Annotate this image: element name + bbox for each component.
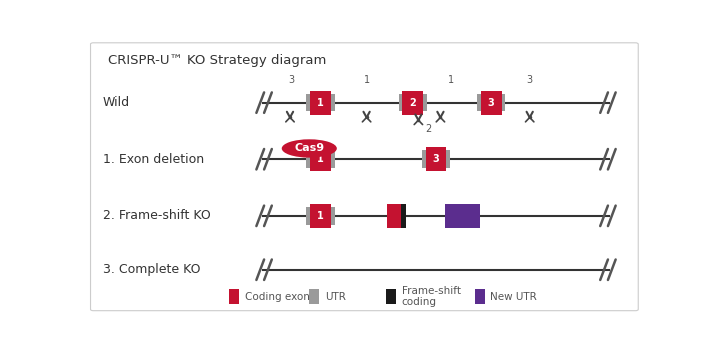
Bar [399,94,427,111]
Text: 3: 3 [433,154,439,164]
Bar [310,147,331,172]
Bar [445,204,479,228]
Text: 2. Frame-shift KO: 2. Frame-shift KO [102,209,210,222]
Text: UTR: UTR [325,292,346,302]
Text: CRISPR-U™ KO Strategy diagram: CRISPR-U™ KO Strategy diagram [108,54,326,67]
Text: 1: 1 [449,75,454,85]
Ellipse shape [282,139,337,158]
Bar [387,289,396,304]
Text: 3: 3 [527,75,533,85]
Bar [422,150,450,168]
Text: 1: 1 [363,75,370,85]
Bar [401,204,406,228]
Bar [306,207,335,225]
Bar [402,91,423,115]
Bar [306,150,335,168]
Text: 1. Exon deletion: 1. Exon deletion [102,153,204,166]
Bar [309,289,319,304]
Text: New UTR: New UTR [490,292,537,302]
Text: 3. Complete KO: 3. Complete KO [102,263,201,276]
Text: Coding exon: Coding exon [245,292,310,302]
Bar [306,94,335,111]
Bar [426,147,447,172]
Bar [387,204,401,228]
Text: 1: 1 [317,211,324,221]
Bar [230,289,240,304]
Text: 1: 1 [317,98,324,108]
Bar [477,94,506,111]
Text: Cas9: Cas9 [294,144,324,153]
Bar [310,204,331,228]
Text: 3: 3 [488,98,494,108]
Text: Frame-shift
coding: Frame-shift coding [402,286,461,308]
Text: 1: 1 [317,154,324,164]
Bar [475,289,484,304]
Text: 3: 3 [289,75,295,85]
Text: 2: 2 [410,98,416,108]
Text: 2: 2 [425,124,432,134]
Bar [310,91,331,115]
Text: Wild: Wild [102,96,130,109]
Bar [481,91,501,115]
